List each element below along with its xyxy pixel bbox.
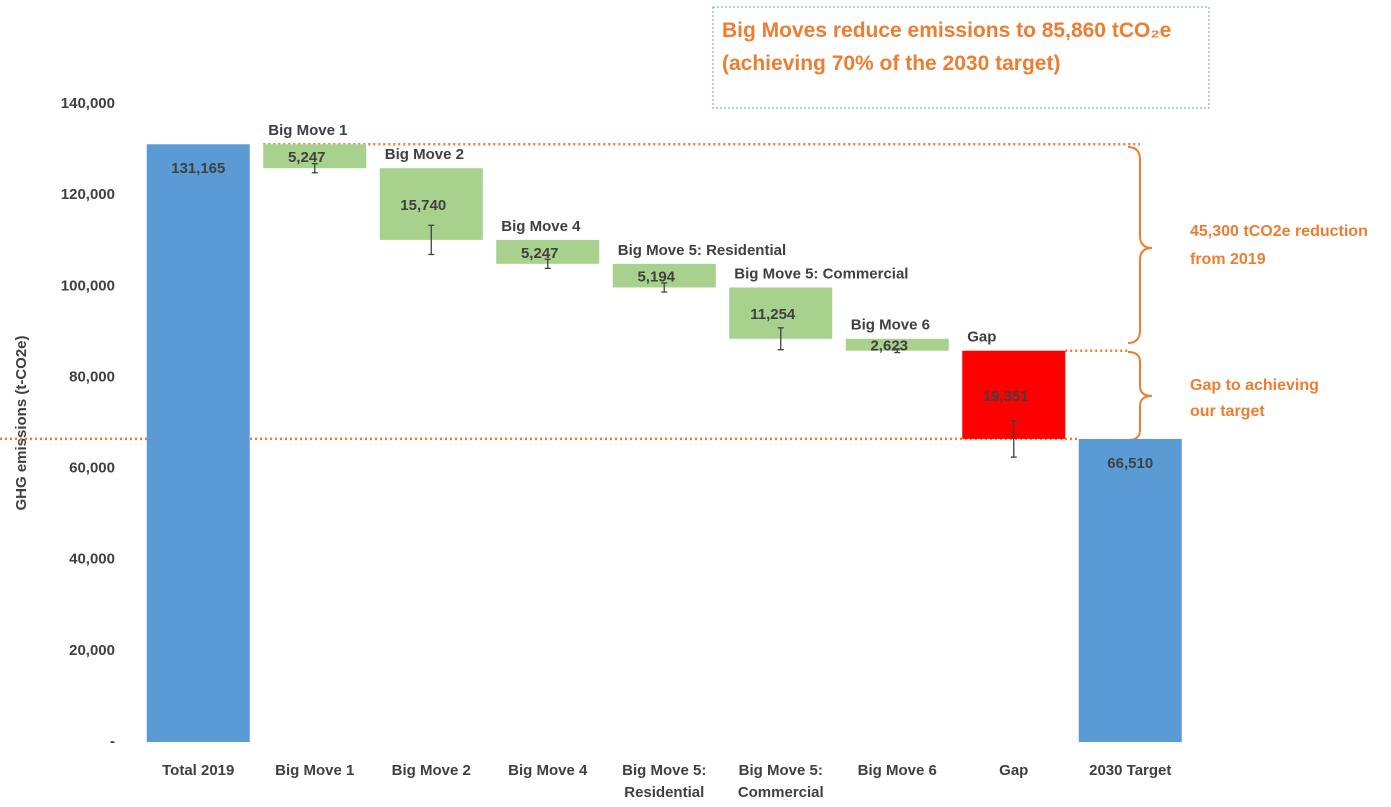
y-tick-label: 40,000 xyxy=(69,551,115,568)
x-tick-label: 2030 Target xyxy=(1089,762,1172,779)
bar xyxy=(263,144,367,169)
x-tick-label: Big Move 5: Commercial xyxy=(737,762,824,801)
value-label: 5,194 xyxy=(637,269,675,286)
bar-label: Big Move 2 xyxy=(385,146,464,163)
title-box xyxy=(712,6,1210,109)
bar-label: Big Move 5: Commercial xyxy=(734,265,908,282)
y-tick-label: 100,000 xyxy=(61,277,115,294)
chart-title: Big Moves reduce emissions to 85,860 tCO… xyxy=(722,19,1172,75)
bar-label: Big Move 4 xyxy=(501,218,581,235)
value-label: 2,623 xyxy=(870,338,908,355)
x-tick-label: Big Move 6 xyxy=(857,762,937,779)
x-tick-label: Total 2019 xyxy=(162,762,235,779)
error-bar xyxy=(1010,420,1017,458)
y-axis-label: GHG emissions (t-CO2e) xyxy=(13,335,30,510)
bar xyxy=(612,263,716,288)
error-bar xyxy=(894,348,901,354)
value-label: 5,247 xyxy=(288,149,326,166)
x-tick-label: Gap xyxy=(999,762,1029,779)
y-tick-label: 60,000 xyxy=(69,460,115,477)
bar-label: Big Move 5: Residential xyxy=(618,242,786,259)
value-label: 15,740 xyxy=(400,197,446,214)
x-tick-label: Big Move 1 xyxy=(275,762,355,779)
value-label: 5,247 xyxy=(521,245,559,262)
bar-label: Big Move 6 xyxy=(851,317,930,334)
y-tick-label: 20,000 xyxy=(69,642,115,659)
bar xyxy=(1078,438,1182,742)
bar xyxy=(146,144,250,743)
y-tick-label: - xyxy=(110,733,115,750)
bar xyxy=(845,338,949,351)
value-label: 19,351 xyxy=(983,388,1029,405)
bar-label: Gap xyxy=(967,329,996,346)
x-tick-label: Big Move 2 xyxy=(391,762,471,779)
bar xyxy=(496,239,600,264)
error-bar xyxy=(777,327,784,351)
value-label: 11,254 xyxy=(750,306,796,323)
annotation: 45,300 tCO2e reduction from 2019 xyxy=(1190,223,1368,268)
brace xyxy=(1127,351,1153,441)
annotation: Gap to achieving our target xyxy=(1190,377,1319,420)
error-bar xyxy=(428,224,435,256)
y-tick-label: 80,000 xyxy=(69,368,115,385)
y-tick-label: 140,000 xyxy=(61,95,115,112)
error-bar xyxy=(544,258,551,270)
y-tick-label: 120,000 xyxy=(61,186,115,203)
x-tick-label: Big Move 4 xyxy=(508,762,588,779)
value-label: 66,510 xyxy=(1107,455,1153,472)
error-bar xyxy=(311,162,318,174)
bar-label: Big Move 1 xyxy=(268,122,347,139)
x-tick-label: Big Move 5: Residential xyxy=(622,762,707,801)
brace xyxy=(1127,146,1153,344)
value-label: 131,165 xyxy=(171,160,225,177)
error-bar xyxy=(661,282,668,293)
